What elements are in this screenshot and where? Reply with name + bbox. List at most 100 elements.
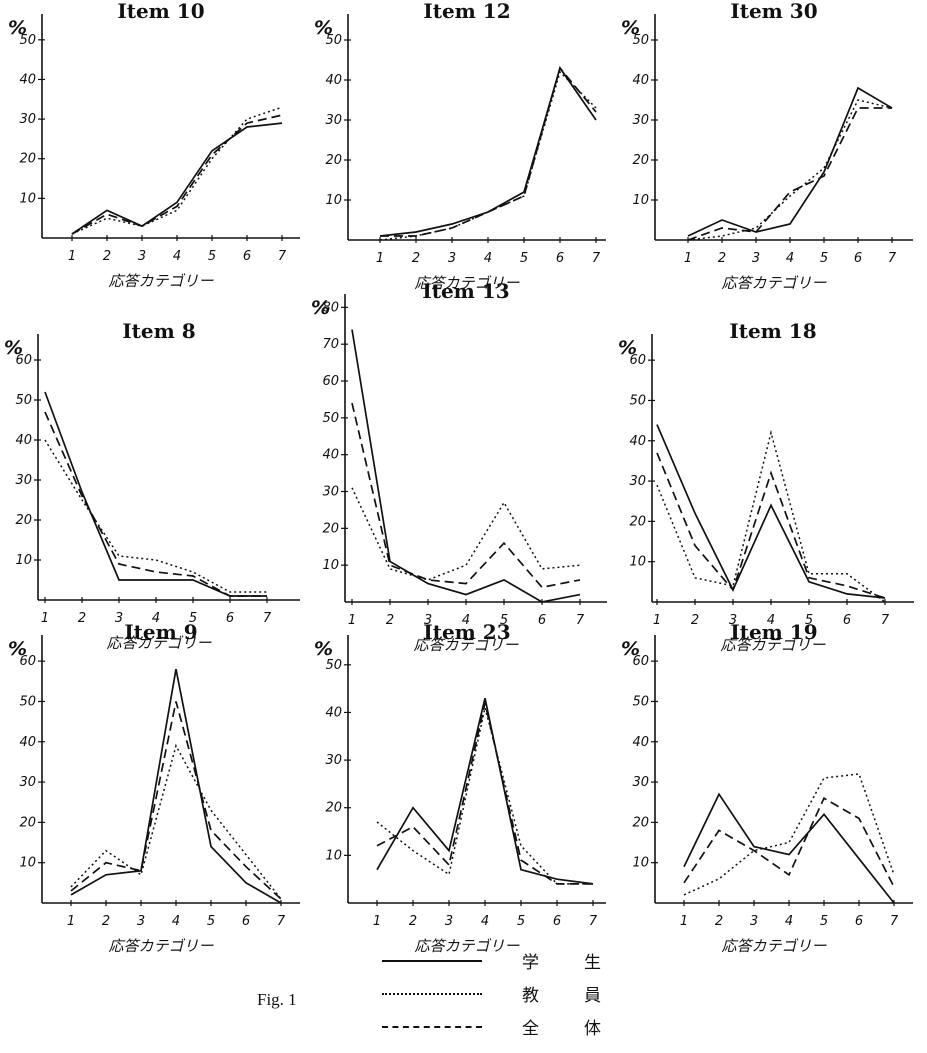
x-tick-label: 2 [78,611,86,626]
x-tick-label: 3 [750,914,758,929]
x-tick-label: 3 [138,249,146,264]
series-line-dotted [379,70,597,241]
chart-title: Item 18 [729,319,816,343]
x-tick-label: 4 [152,611,160,626]
x-tick-label: 5 [189,611,197,626]
y-tick-label: 20 [19,152,36,167]
series-line-dashed [71,114,283,235]
x-tick-label: 5 [500,613,508,628]
series-line-dashed [656,452,886,599]
chart-title: Item 23 [423,620,510,644]
y-tick-label: 10 [325,193,342,208]
y-tick-label: 20 [632,815,649,830]
y-tick-label: 40 [322,448,339,463]
chart-panel: 10 20 30 40 50 60 1 2 3 4 5 6 7 Item 19% 応答カテゴリー [621,620,913,955]
y-tick-label: 30 [19,112,36,127]
series-line-solid [71,122,283,235]
y-tick-label: 40 [632,73,649,88]
y-axis-label: % [621,638,640,660]
x-tick-label: 6 [226,611,234,626]
y-tick-label: 10 [19,856,36,871]
x-tick-label: 5 [517,914,525,929]
x-tick-label: 6 [556,251,564,266]
chart-title: Item 30 [730,0,817,23]
x-tick-label: 5 [805,613,813,628]
x-axis-label: 応答カテゴリー [108,937,214,955]
y-tick-label: 40 [632,735,649,750]
chart-title: Item 19 [730,620,817,644]
y-tick-label: 70 [322,337,339,352]
y-tick-label: 50 [632,694,649,709]
x-tick-label: 4 [173,249,181,264]
y-axis-label: % [618,337,637,359]
y-tick-label: 50 [19,33,36,48]
x-tick-label: 3 [424,613,432,628]
x-tick-label: 1 [41,611,49,626]
series-line-solid [656,424,886,599]
x-tick-label: 6 [538,613,546,628]
legend-dotted-line [382,993,482,995]
legend-label: 学 生 [522,953,615,973]
y-tick-label: 40 [19,735,36,750]
x-tick-label: 5 [207,914,215,929]
x-tick-label: 5 [208,249,216,264]
series-line-solid [379,66,597,237]
x-tick-label: 7 [277,914,286,929]
chart-panel: 10 20 30 40 50 1 2 3 4 5 6 7 Item 23% 応答カテゴリー [314,620,606,955]
y-tick-label: 10 [15,553,32,568]
chart-panel: 10 20 30 40 50 60 70 80 1 2 3 4 5 6 7 Item 13% 応答カテゴリー [311,279,607,654]
x-tick-label: 3 [137,914,145,929]
y-tick-label: 30 [632,113,649,128]
x-tick-label: 4 [767,613,775,628]
y-tick-label: 80 [322,300,339,315]
x-tick-label: 1 [67,914,75,929]
series-line-dotted [687,99,893,241]
y-axis-label: % [8,17,27,39]
y-tick-label: 30 [19,775,36,790]
legend-item-teachers: 教 員 [382,981,632,1007]
legend-dashed-line [382,1026,482,1028]
x-axis-label: 応答カテゴリー [108,272,214,290]
x-tick-label: 5 [820,251,828,266]
y-tick-label: 50 [15,393,32,408]
y-tick-label: 30 [15,473,32,488]
series-line-dotted [376,707,593,885]
legend-item-overall: 全 体 [382,1014,632,1040]
y-axis-label: % [314,638,333,660]
y-tick-label: 50 [19,694,36,709]
x-tick-label: 4 [786,251,794,266]
y-tick-label: 40 [19,72,36,87]
y-tick-label: 10 [325,848,342,863]
y-tick-label: 30 [325,113,342,128]
x-tick-label: 6 [243,249,251,264]
legend-label: 全 体 [522,1019,615,1039]
chart-title: Item 13 [422,279,509,303]
y-tick-label: 40 [325,73,342,88]
y-tick-label: 20 [325,801,342,816]
x-axis-label: 応答カテゴリー [721,274,827,292]
legend: 学 生 教 員 全 体 [240,948,660,1048]
x-tick-label: 1 [653,613,661,628]
series-line-dashed [70,701,282,900]
y-tick-label: 60 [629,353,646,368]
series-line-solid [683,792,895,904]
x-axis-label: 応答カテゴリー [413,636,519,654]
y-tick-label: 10 [632,856,649,871]
y-tick-label: 50 [629,393,646,408]
series-line-dotted [70,743,282,900]
x-tick-label: 3 [729,613,737,628]
y-tick-label: 20 [632,153,649,168]
series-line-dashed [683,796,895,888]
x-tick-label: 7 [881,613,890,628]
chart-panel: 10 20 30 40 50 60 1 2 3 4 5 6 7 Item 18% 応答カテゴリー [618,319,914,654]
y-tick-label: 40 [325,705,342,720]
y-tick-label: 10 [632,193,649,208]
y-tick-label: 50 [632,33,649,48]
x-tick-label: 4 [481,914,489,929]
series-line-solid [687,86,893,237]
x-tick-label: 2 [412,251,420,266]
legend-item-students: 学 生 [382,948,632,974]
series-line-dotted [44,439,267,593]
figure-label: Fig. 1 [257,990,297,1009]
